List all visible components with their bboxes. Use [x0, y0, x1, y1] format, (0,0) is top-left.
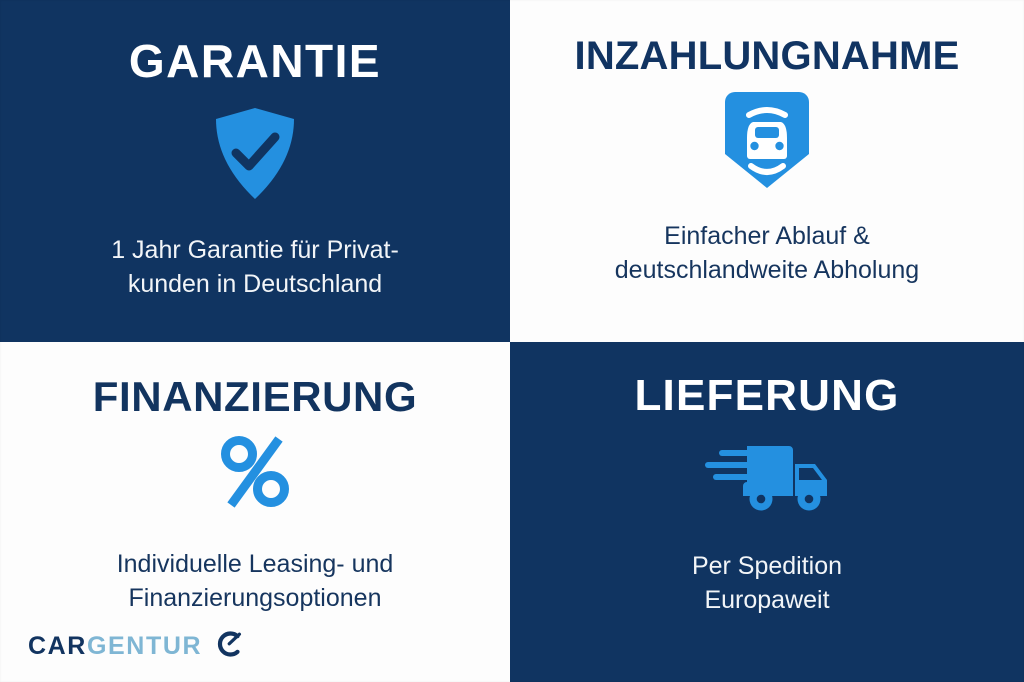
caption-line: Individuelle Leasing- und [116, 550, 394, 578]
c-monogram-icon [214, 629, 244, 664]
percent-icon [217, 432, 293, 517]
panel-inzahlungnahme-title: INZAHLUNGNAHME [574, 34, 960, 78]
panel-lieferung-caption: Per Spedition Europaweit [692, 549, 842, 617]
panel-inzahlungnahme-caption: Einfacher Ablauf & deutschlandweite Abho… [615, 219, 919, 287]
panel-lieferung: LIEFERUNG Per Spedition Europaw [510, 342, 1024, 682]
car-badge-icon [725, 92, 809, 193]
delivery-truck-icon [703, 442, 831, 519]
panel-lieferung-title: LIEFERUNG [634, 371, 900, 420]
logo-text-gentur: GENTUR [86, 632, 203, 660]
logo-text-car: CAR [28, 632, 87, 660]
cargentur-wordmark: CARGENTUR [28, 634, 202, 659]
panel-garantie-title: GARANTIE [128, 35, 382, 87]
caption-line: Einfacher Ablauf & [664, 222, 870, 250]
caption-line: Europaweit [704, 586, 830, 614]
panel-garantie-caption: 1 Jahr Garantie für Privat- kunden in De… [111, 233, 399, 301]
panel-inzahlungnahme: INZAHLUNGNAHME Einfacher Ablauf & deutsc… [510, 0, 1024, 342]
caption-line: 1 Jahr Garantie für Privat- [111, 236, 399, 264]
caption-line: deutschlandweite Abholung [614, 256, 920, 284]
shield-check-icon [212, 106, 298, 207]
panel-garantie: GARANTIE 1 Jahr Garantie für Privat- kun… [0, 0, 510, 342]
caption-line: Per Spedition [691, 552, 843, 580]
cargentur-logo[interactable]: CARGENTUR [28, 629, 244, 664]
caption-line: kunden in Deutschland [127, 270, 383, 298]
panel-finanzierung-caption: Individuelle Leasing- und Finanzierungso… [117, 547, 394, 615]
panel-finanzierung: FINANZIERUNG Individuelle Leasing- und F… [0, 342, 510, 682]
caption-line: Finanzierungsoptionen [128, 584, 382, 612]
panel-finanzierung-title: FINANZIERUNG [92, 373, 418, 420]
